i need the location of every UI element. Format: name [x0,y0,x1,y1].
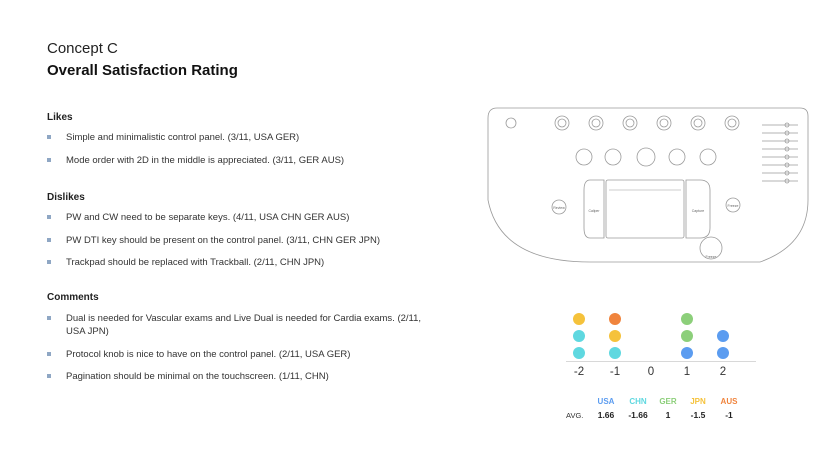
average-value: -1.66 [628,410,648,420]
page-title: Overall Satisfaction Rating [47,62,238,79]
list-item-text: Mode order with 2D in the middle is appr… [66,155,345,166]
list-item-text: PW DTI key should be present on the cont… [66,235,380,246]
knob-icon [656,115,672,131]
average-value: 1.66 [597,410,615,420]
chart-point [573,330,585,342]
caliper-label: Caliper [588,209,600,213]
power-icon [505,117,517,129]
slider-icon [762,122,798,184]
likes-heading: Likes [47,112,73,123]
mode-button-icon [699,148,717,166]
list-item: Pagination should be minimal on the touc… [47,370,427,383]
knob-icon [690,115,706,131]
review-label: Review [553,206,565,210]
x-tick-label: 2 [719,366,727,378]
legend-entry: USA [597,397,615,406]
caliper-key-icon [583,179,605,239]
list-item-text: Dual is needed for Vascular exams and Li… [66,313,422,337]
dislikes-heading: Dislikes [47,192,85,203]
capture-key-icon [685,179,711,239]
concept-label: Concept C [47,40,118,57]
list-item-text: Trackpad should be replaced with Trackba… [66,257,325,268]
list-item: Protocol knob is nice to have on the con… [47,348,427,361]
bullet-marker [47,260,51,264]
x-tick-label: -2 [573,366,585,378]
chart-point [609,330,621,342]
avg-label: AVG. [566,411,584,420]
list-item-text: Protocol knob is nice to have on the con… [66,349,351,360]
chart-point [609,347,621,359]
list-item: Simple and minimalistic control panel. (… [47,131,427,144]
chart-point [573,313,585,325]
list-item-text: PW and CW need to be separate keys. (4/1… [66,212,350,223]
mode-button-icon [668,148,686,166]
bullet-marker [47,215,51,219]
chart-point [717,330,729,342]
mode-button-icon [636,147,656,167]
knob-icon [588,115,604,131]
x-tick-label: -1 [609,366,621,378]
knob-icon [554,115,570,131]
freeze-label: Freeze [706,255,717,259]
bullet-marker [47,238,51,242]
list-item: Mode order with 2D in the middle is appr… [47,154,427,167]
chart-point [717,347,729,359]
freeze-side-label: Freeze [728,204,739,208]
legend-entry: AUS [720,397,738,406]
knob-icon [622,115,638,131]
comments-heading: Comments [47,292,99,303]
bullet-marker [47,316,51,320]
mode-button-icon [604,148,622,166]
review-button-icon [551,199,567,215]
average-value: -1 [725,410,733,420]
chart-point [609,313,621,325]
legend-entry: CHN [629,397,647,406]
axis-line [566,361,756,362]
bullet-marker [47,135,51,139]
x-tick-label: 0 [647,366,655,378]
trackpad-icon [605,179,685,239]
knob-icon [724,115,740,131]
list-item: PW DTI key should be present on the cont… [47,234,427,247]
chart-point [681,347,693,359]
list-item: Dual is needed for Vascular exams and Li… [47,312,437,338]
chart-point [681,313,693,325]
capture-label: Capture [692,209,705,213]
freeze-icon [699,236,723,260]
freeze-side-button-icon [725,197,741,213]
legend-entry: GER [659,397,677,406]
average-value: -1.5 [690,410,706,420]
chart-point [681,330,693,342]
list-item: PW and CW need to be separate keys. (4/1… [47,211,427,224]
list-item-text: Pagination should be minimal on the touc… [66,371,329,382]
mode-button-icon [575,148,593,166]
x-tick-label: 1 [683,366,691,378]
bullet-marker [47,158,51,162]
legend-entry: JPN [690,397,706,406]
average-value: 1 [665,410,671,420]
chart-point [573,347,585,359]
panel-outline [487,107,809,263]
bullet-marker [47,374,51,378]
bullet-marker [47,352,51,356]
list-item-text: Simple and minimalistic control panel. (… [66,132,300,143]
list-item: Trackpad should be replaced with Trackba… [47,256,427,269]
